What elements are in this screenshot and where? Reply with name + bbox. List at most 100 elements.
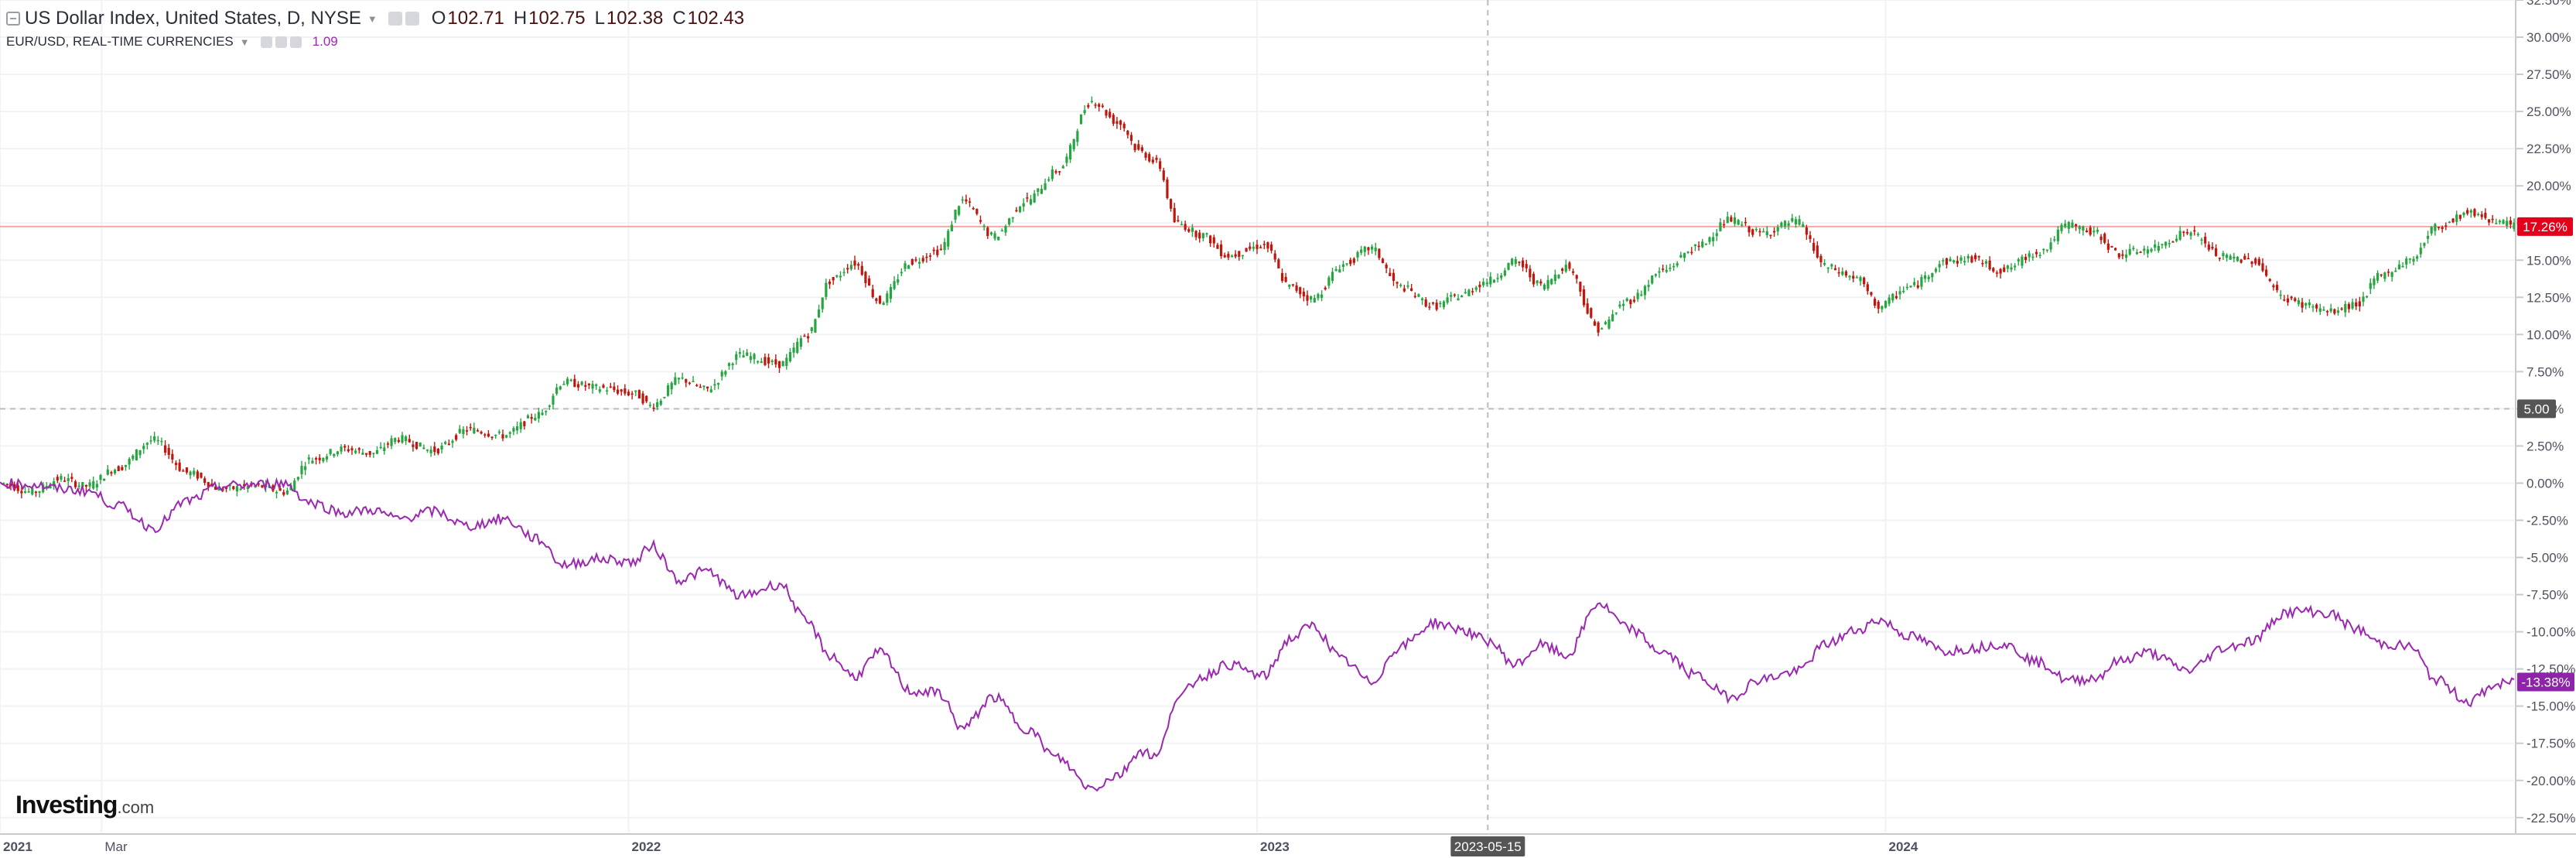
settings-icon[interactable]	[275, 36, 287, 48]
high-label: H	[513, 8, 528, 29]
candle-body	[1701, 241, 1704, 248]
candle-body	[2042, 248, 2045, 251]
candle-body	[1593, 321, 1597, 326]
candle-body	[1816, 245, 1819, 258]
candle-body	[767, 357, 770, 364]
candle-body	[408, 439, 411, 443]
candle-body	[1299, 287, 1302, 295]
candle-body	[1367, 247, 1370, 251]
chevron-down-icon[interactable]: ▼	[367, 12, 378, 25]
y-tick-label: -20.00%	[2526, 774, 2575, 788]
candle-body	[928, 255, 932, 257]
candle-body	[1841, 271, 1844, 275]
candle-body	[2185, 231, 2189, 234]
candle-body	[494, 435, 497, 436]
candle-body	[1262, 244, 1266, 245]
candle-body	[458, 429, 461, 433]
candle-body	[1331, 272, 1334, 281]
candle-body	[174, 463, 178, 466]
candle-body	[580, 381, 583, 385]
candle-body	[2239, 259, 2243, 263]
candle-body	[67, 478, 70, 481]
candle-body	[2376, 272, 2380, 281]
candle-body	[182, 470, 185, 472]
candle-body	[781, 361, 784, 367]
collapse-icon[interactable]	[6, 12, 20, 26]
candle-body	[2509, 220, 2512, 225]
candle-body	[2207, 244, 2210, 250]
candle-body	[343, 446, 347, 448]
candle-body	[2358, 301, 2361, 307]
x-tick-label: 2022	[632, 839, 661, 854]
candle-body	[1507, 262, 1510, 270]
candle-body	[1787, 223, 1790, 226]
candle-body	[1521, 260, 1525, 268]
candle-body	[31, 487, 34, 495]
candle-body	[565, 378, 569, 385]
candle-body	[839, 275, 842, 278]
candle-body	[1317, 294, 1320, 299]
candle-body	[1461, 296, 1464, 298]
candle-body	[145, 443, 149, 445]
candle-body	[982, 225, 986, 227]
candle-body	[304, 466, 307, 470]
chevron-down-icon[interactable]: ▼	[239, 36, 250, 48]
candle-body	[1963, 261, 1966, 263]
candle-body	[261, 485, 264, 488]
candle-body	[2024, 257, 2028, 261]
candle-body	[2386, 272, 2390, 273]
candle-body	[487, 433, 490, 437]
candle-body	[1536, 280, 1539, 284]
candle-body	[2017, 259, 2020, 262]
candle-body	[178, 462, 181, 471]
candle-body	[2261, 263, 2264, 272]
candle-body	[1245, 248, 1248, 252]
candle-body	[2455, 214, 2458, 222]
candle-body	[1916, 285, 1919, 288]
svg-text:5.00: 5.00	[2523, 402, 2549, 416]
candle-body	[110, 472, 113, 474]
candle-body	[1194, 231, 1197, 238]
candle-body	[397, 439, 400, 443]
settings-icon[interactable]	[405, 12, 419, 26]
candle-body	[681, 377, 684, 379]
low-value: 102.38	[606, 8, 664, 29]
candle-body	[2236, 256, 2239, 262]
candle-body	[1798, 219, 1801, 225]
candle-body	[469, 426, 472, 429]
candle-body	[670, 382, 673, 390]
candle-body	[1396, 282, 1399, 284]
candle-body	[1474, 287, 1478, 290]
eye-icon[interactable]	[388, 12, 402, 26]
candlestick-series	[2, 96, 2516, 499]
y-tick-label: 10.00%	[2526, 327, 2571, 342]
candle-body	[473, 427, 476, 434]
candle-body	[641, 393, 644, 404]
candle-body	[562, 384, 565, 385]
candle-body	[1640, 294, 1643, 296]
candle-body	[1748, 226, 1751, 233]
candle-body	[293, 480, 296, 491]
candle-body	[921, 258, 924, 262]
candle-body	[2419, 248, 2422, 255]
candle-body	[1310, 296, 1313, 300]
candle-body	[821, 297, 824, 309]
candle-body	[950, 224, 953, 231]
candle-body	[817, 309, 821, 318]
candle-body	[1823, 262, 1826, 265]
candle-body	[1137, 144, 1140, 150]
candle-body	[2437, 227, 2441, 228]
low-label: L	[594, 8, 605, 29]
candle-body	[235, 486, 239, 492]
candle-body	[214, 486, 217, 491]
compare-series-title: EUR/USD, REAL-TIME CURRENCIES	[6, 34, 234, 49]
candle-body	[53, 480, 56, 487]
eye-icon[interactable]	[260, 36, 272, 48]
candle-body	[1913, 282, 1916, 285]
candle-body	[727, 363, 731, 366]
candle-body	[867, 278, 871, 286]
candle-body	[979, 220, 982, 222]
candle-body	[246, 486, 249, 489]
remove-icon[interactable]	[289, 36, 302, 48]
